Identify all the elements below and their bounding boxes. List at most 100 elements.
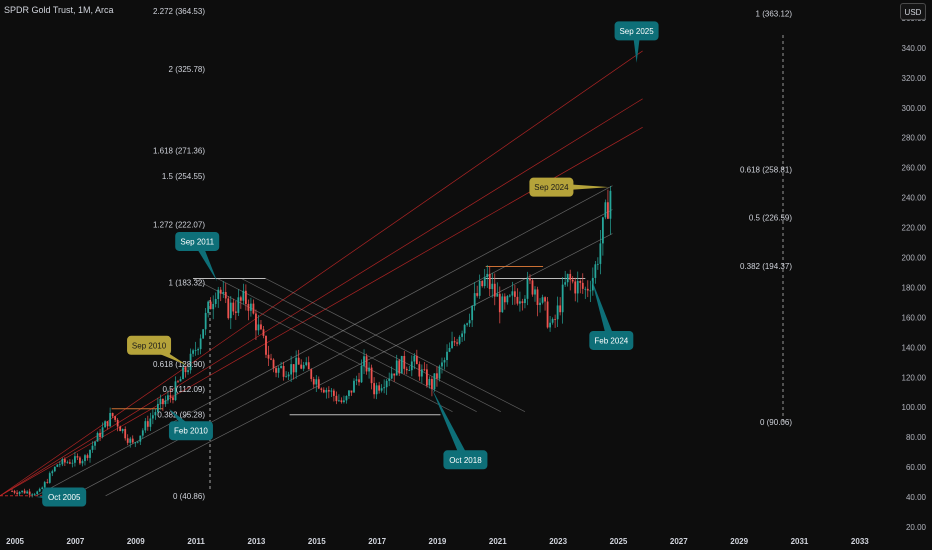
candle-body [343,400,345,403]
candle-body [408,370,411,372]
down-channel-line [241,278,501,413]
channel-line [0,98,643,497]
candle-body [322,389,325,393]
candle-body [327,390,330,392]
candle-body [214,298,217,304]
price-axis[interactable]: 20.00 40.00 60.00 80.00 100.00 120.00 140.00 16… [902,14,927,532]
candle-body [498,293,501,313]
candle-body [536,289,539,305]
fib-left-label: 0 (40.86) [173,492,205,501]
down-channel-line [265,278,526,413]
y-tick-label: 320.00 [902,74,927,83]
fib-left-label: 0.618 (128.90) [153,360,205,369]
candle-body [541,297,544,303]
candle-body [209,301,212,310]
channel-line [105,233,613,497]
y-tick-label: 180.00 [902,283,927,292]
candle-body [400,355,403,374]
callout: Sep 2025 [614,21,659,63]
y-tick-label: 240.00 [902,194,927,203]
x-tick-label: 2023 [549,537,567,546]
candle-body [207,301,210,313]
candle-body [433,373,436,390]
down-channel-line [217,278,477,413]
callout-label: Feb 2024 [594,336,628,345]
candle-body [405,368,408,371]
x-tick-label: 2005 [6,537,24,546]
candle-body [579,281,582,283]
callout-label: Sep 2025 [619,27,654,36]
candle-body [109,412,112,427]
candle-body [11,491,13,492]
candle-body [51,471,54,474]
y-tick-label: 340.00 [902,44,927,53]
candle-body [508,295,511,297]
candle-body [204,312,207,330]
candle-body [513,291,516,297]
candle-body [252,303,255,314]
candle-body [589,290,592,292]
candle-body [41,487,44,489]
callout: Sep 2024 [529,177,610,197]
callout-label: Sep 2011 [180,237,214,246]
candle-body [131,438,134,443]
candle-body [244,290,247,304]
callout-label: Feb 2010 [174,427,208,436]
candle-body [601,217,604,244]
candle-body [46,482,49,483]
candle-body [526,278,529,299]
x-tick-label: 2017 [368,537,386,546]
candle-body [247,303,250,311]
candle-body [564,282,567,285]
candle-body [332,390,335,396]
candle-body [443,360,446,363]
candle-body [212,303,215,310]
fib-right-label: 1 (363.12) [756,9,793,18]
candle-body [453,341,456,343]
candle-body [182,367,184,380]
candle-body [76,456,79,458]
candle-body [569,273,572,280]
candle-body [378,385,381,391]
candle-body [521,301,524,304]
candle-body [81,461,84,464]
candle-body [383,387,386,389]
candle-body [99,432,101,438]
candle-body [187,370,189,373]
candle-body [373,383,376,395]
candle-body [365,356,368,372]
candle-body [330,390,333,392]
candle-body [164,400,167,405]
candle-body [584,288,587,290]
candle-body [466,323,469,325]
x-tick-label: 2019 [429,537,447,546]
candle-body [91,445,94,450]
candle-body [257,324,260,331]
x-tick-label: 2033 [851,537,869,546]
callout-label: Sep 2024 [534,183,569,192]
callout-box [168,421,213,441]
y-tick-label: 120.00 [902,373,927,382]
symbol-title: SPDR Gold Trust, 1M, Arca [4,5,114,15]
y-tick-label: 60.00 [906,463,927,472]
candle-body [300,364,303,369]
candle-body [224,292,227,299]
candle-body [403,355,406,369]
fib-white-lines [36,185,613,497]
candle-body [18,492,21,494]
candle-body [423,369,426,371]
candle-body [325,390,328,393]
y-tick-label: 220.00 [902,224,927,233]
currency-button[interactable]: USD [900,3,926,20]
date-callouts: Oct 2005 Feb 2010 Sep 2010 Sep 2011 Oct 2018… [36,21,659,507]
candle-body [607,202,609,219]
candle-body [456,342,458,344]
candle-body [363,356,365,366]
time-axis[interactable]: 2005 2007 2009 2011 2013 2015 2017 2019 2021 2023… [6,537,869,546]
candle-body [219,289,222,294]
candle-body [290,364,293,375]
x-tick-label: 2007 [67,537,85,546]
candle-body [229,302,232,319]
candle-body [519,301,521,304]
